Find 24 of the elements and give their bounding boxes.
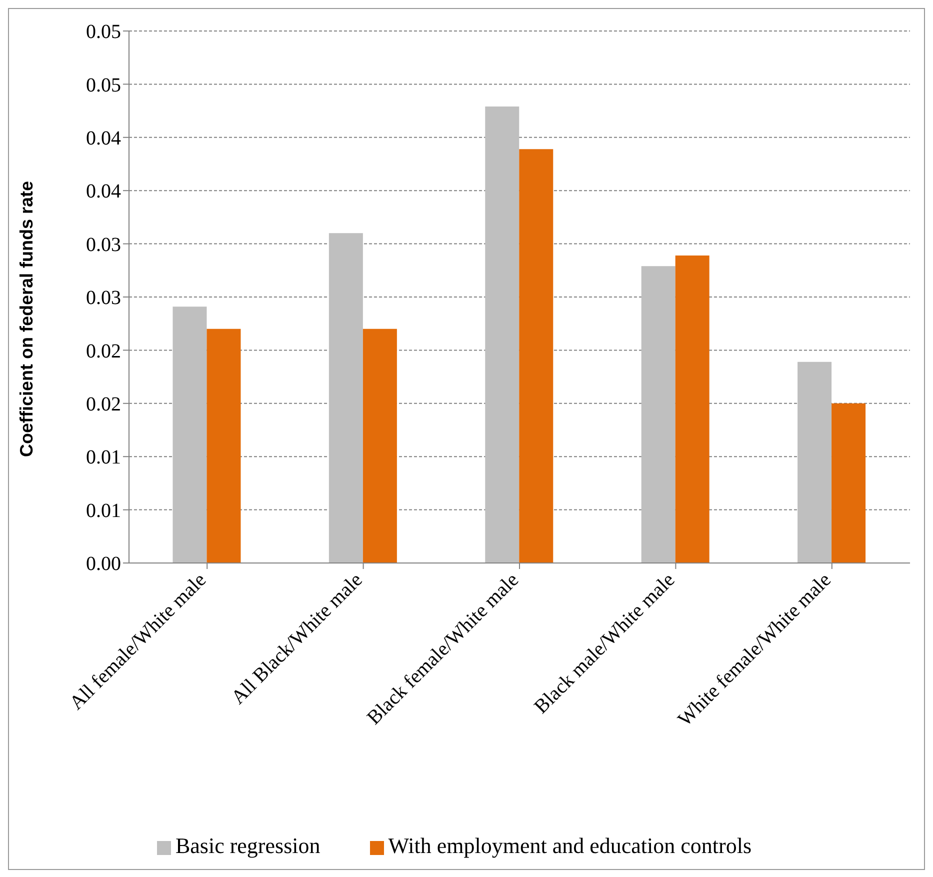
bar — [519, 149, 554, 563]
bar — [798, 362, 832, 563]
y-tick-label: 0.03 — [86, 234, 121, 256]
bar — [485, 106, 520, 563]
y-tick-label: 0.01 — [86, 446, 121, 469]
y-tick-label: 0.03 — [86, 287, 121, 310]
bar — [328, 233, 363, 563]
y-tick-label: 0.02 — [86, 340, 121, 362]
y-tick-label: 0.01 — [86, 500, 121, 522]
bar — [641, 266, 676, 563]
y-tick-label: 0.05 — [86, 21, 121, 44]
legend-label: Basic regression — [175, 833, 320, 858]
bar — [206, 328, 241, 563]
bar — [362, 328, 397, 563]
bar — [675, 256, 710, 563]
legend-label: With employment and education controls — [388, 833, 752, 858]
y-tick-label: 0.04 — [86, 128, 121, 150]
y-tick-label: 0.04 — [86, 180, 121, 203]
bar — [172, 306, 207, 563]
bar — [832, 403, 866, 563]
y-axis-title: Coefficient on federal funds rate — [16, 180, 36, 457]
y-tick-label: 0.00 — [86, 553, 121, 576]
y-tick-label: 0.02 — [86, 394, 121, 416]
y-tick-label: 0.05 — [86, 74, 121, 96]
